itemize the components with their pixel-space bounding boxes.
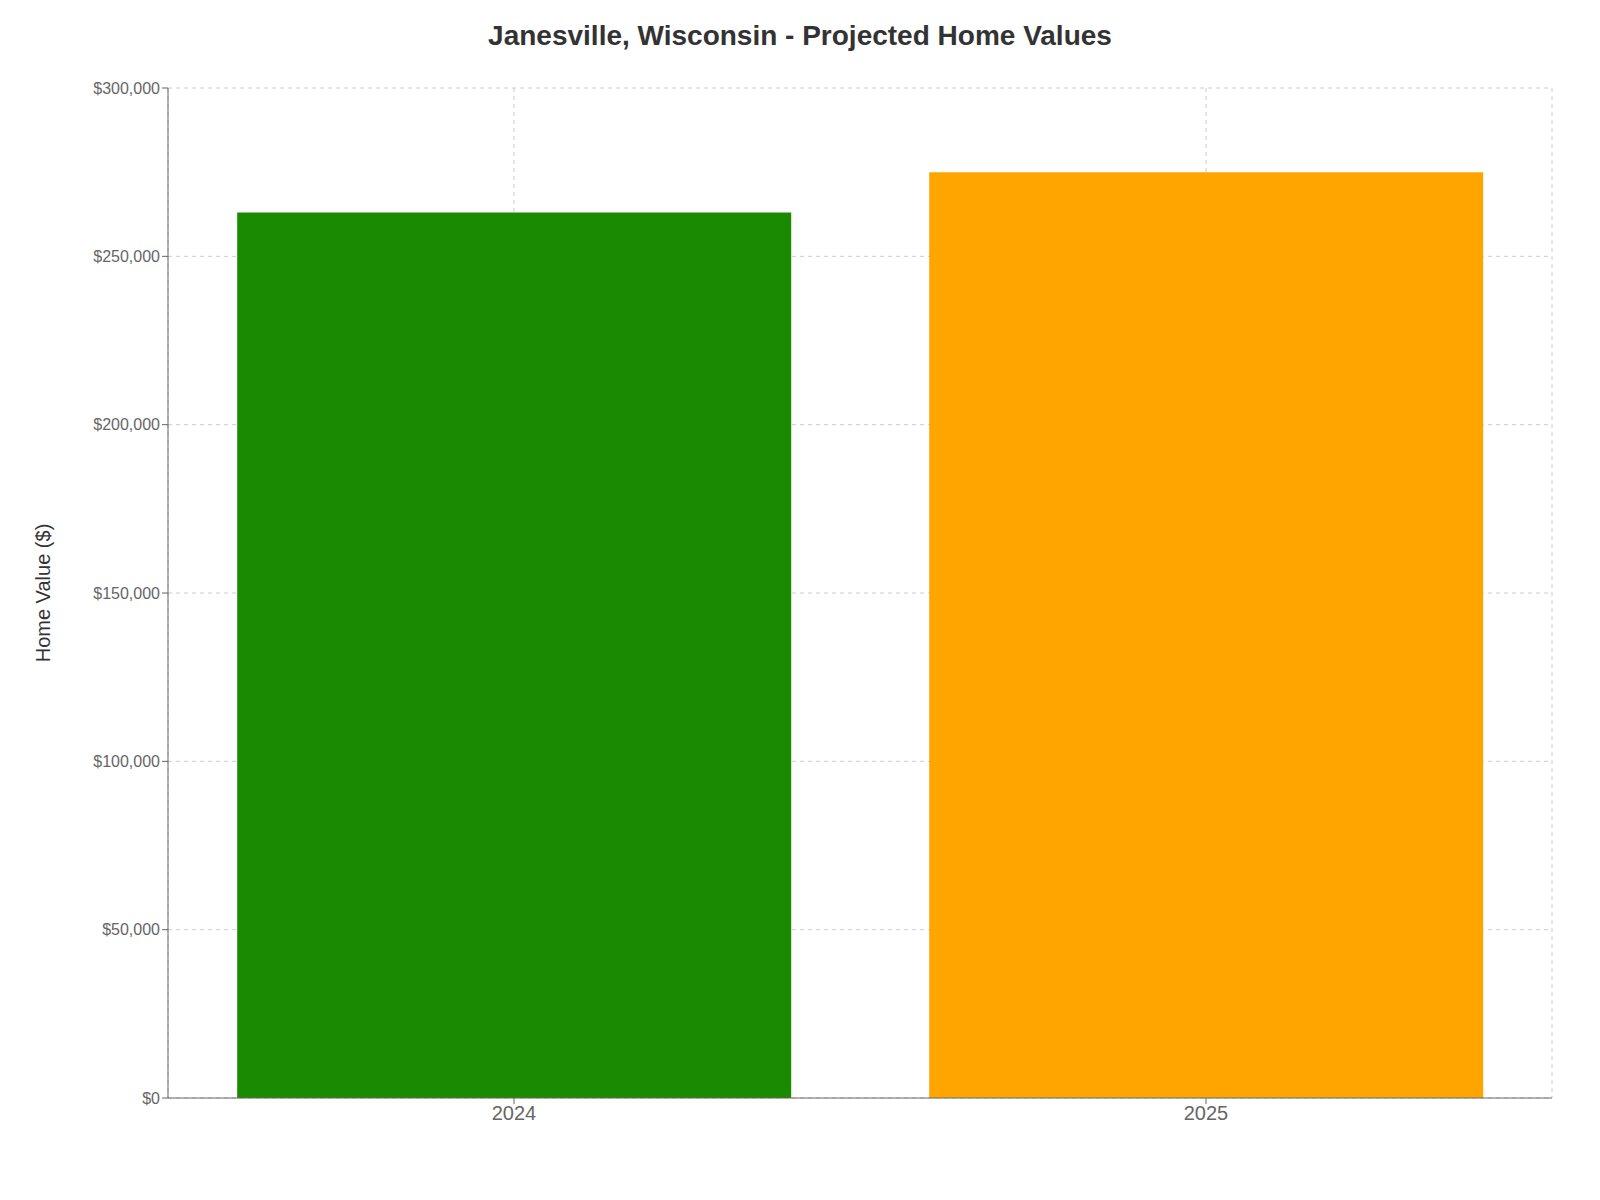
svg-text:$300,000: $300,000 — [93, 80, 160, 97]
svg-text:2025: 2025 — [1184, 1102, 1229, 1124]
svg-text:$200,000: $200,000 — [93, 416, 160, 433]
svg-text:$50,000: $50,000 — [102, 921, 160, 938]
svg-text:$100,000: $100,000 — [93, 753, 160, 770]
svg-text:$150,000: $150,000 — [93, 585, 160, 602]
svg-text:$0: $0 — [142, 1090, 160, 1107]
svg-text:2024: 2024 — [492, 1102, 537, 1124]
html-text:Janesville, Wisconsin - Projec: Janesville, Wisconsin - Projected Home V… — [488, 20, 1112, 51]
svg-text:Home Value ($): Home Value ($) — [32, 524, 54, 663]
svg-text:$250,000: $250,000 — [93, 248, 160, 265]
